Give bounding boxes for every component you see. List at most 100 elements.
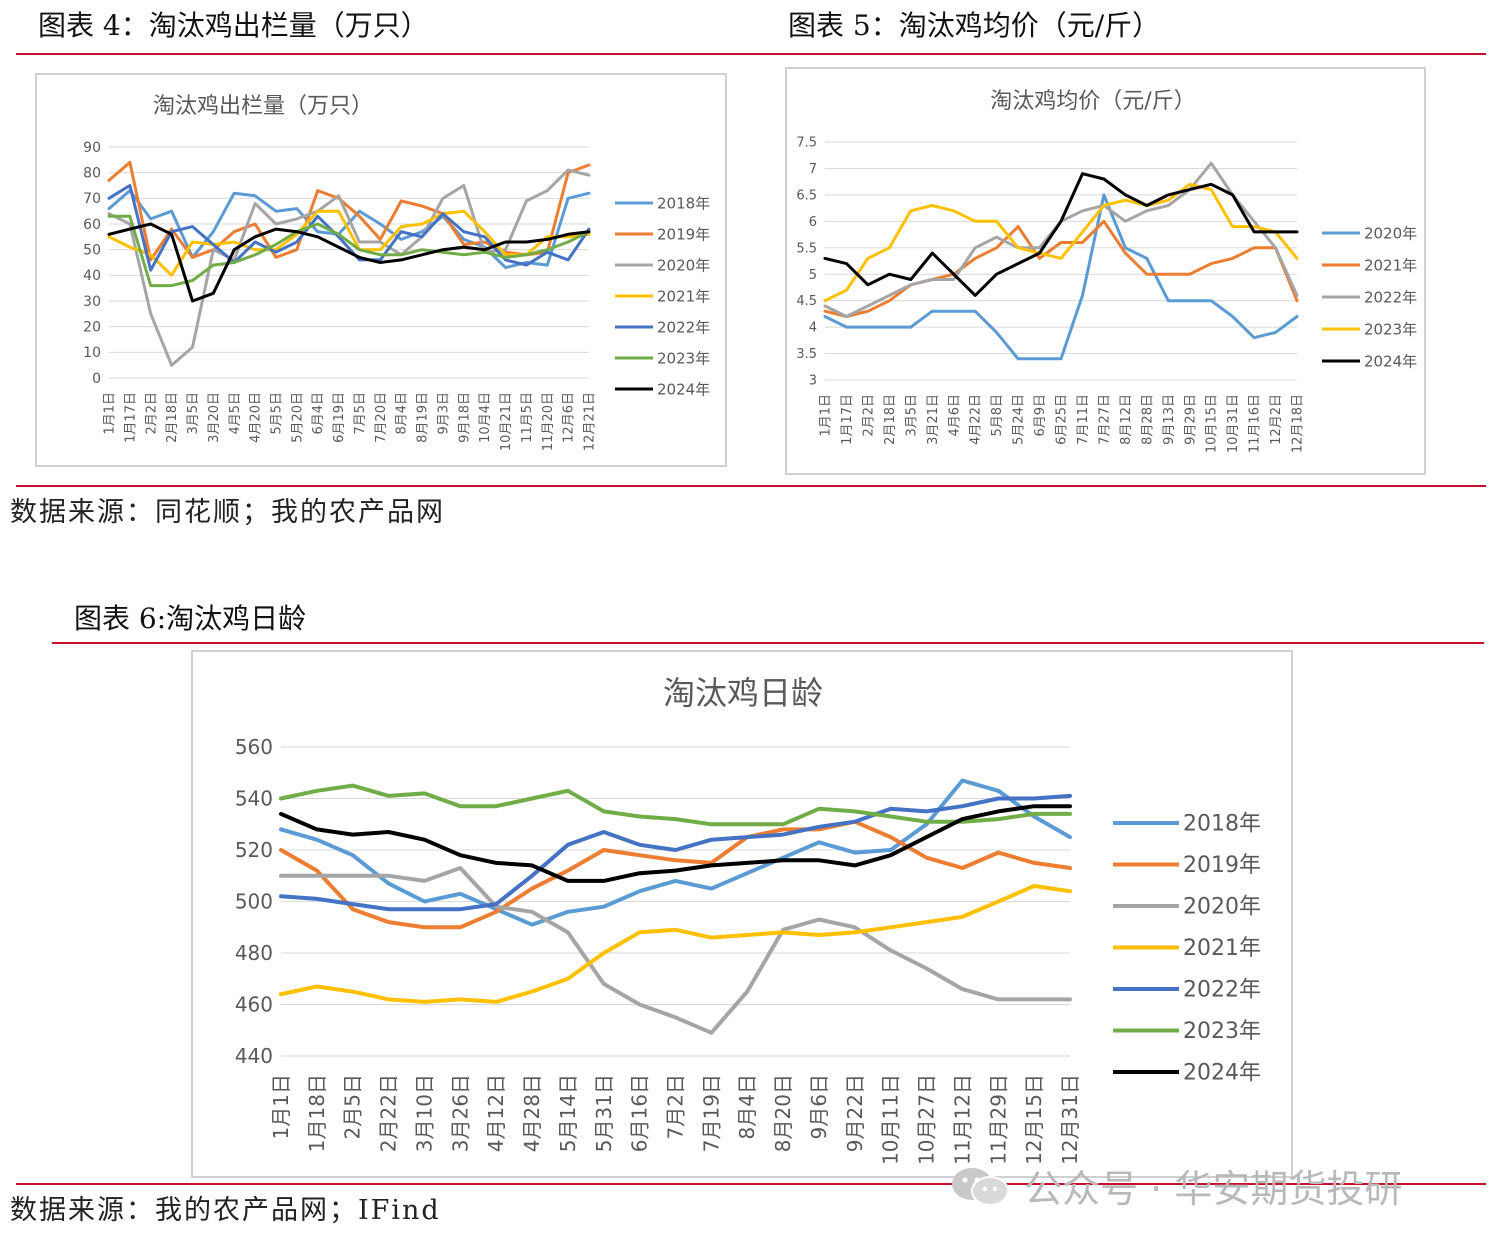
x-tick-label: 2月2日 — [861, 394, 876, 437]
x-tick-label: 3月5日 — [186, 392, 201, 435]
y-tick-label: 60 — [83, 217, 101, 233]
y-tick-label: 0 — [92, 371, 101, 387]
x-tick-label: 9月22日 — [843, 1074, 867, 1152]
x-tick-label: 6月19日 — [332, 392, 347, 443]
x-tick-label: 7月20日 — [374, 392, 389, 443]
y-tick-label: 4.5 — [796, 294, 817, 309]
source-rule-top — [16, 485, 1486, 487]
x-tick-label: 1月1日 — [269, 1074, 293, 1139]
legend-label: 2021年 — [657, 287, 710, 305]
x-tick-label: 1月1日 — [819, 394, 834, 437]
legend-label: 2020年 — [1364, 224, 1417, 242]
chart-title: 淘汰鸡日龄 — [663, 674, 823, 712]
y-tick-label: 3.5 — [796, 347, 817, 362]
x-tick-label: 12月6日 — [562, 392, 577, 443]
x-tick-label: 4月22日 — [969, 394, 984, 445]
watermark: 公众号 · 华安期货投研 — [950, 1158, 1402, 1213]
x-tick-label: 2月2日 — [144, 392, 159, 435]
header-rule-top — [16, 53, 1486, 55]
y-tick-label: 6 — [809, 215, 817, 230]
legend-label: 2022年 — [1183, 978, 1261, 1003]
x-tick-label: 8月19日 — [416, 392, 431, 443]
x-tick-label: 3月26日 — [448, 1074, 472, 1152]
x-tick-label: 10月4日 — [478, 392, 493, 443]
y-tick-label: 480 — [235, 941, 273, 965]
series-line — [279, 884, 1072, 1004]
legend-label: 2021年 — [1364, 256, 1417, 274]
x-tick-label: 9月6日 — [807, 1074, 831, 1139]
chart-title: 淘汰鸡出栏量（万只） — [153, 94, 373, 119]
x-tick-label: 3月5日 — [904, 394, 919, 437]
legend-label: 2018年 — [1183, 812, 1261, 837]
x-tick-label: 1月18日 — [305, 1074, 329, 1152]
legend-label: 2023年 — [1183, 1019, 1261, 1044]
y-tick-label: 6.5 — [796, 188, 817, 203]
y-tick-label: 3 — [809, 374, 817, 389]
figure-5-title: 图表 5：淘汰鸡均价（元/斤） — [788, 9, 1161, 42]
x-tick-label: 4月12日 — [484, 1074, 508, 1152]
legend-label: 2024年 — [1183, 1061, 1261, 1086]
y-tick-label: 520 — [235, 838, 273, 862]
x-tick-label: 10月15日 — [1205, 394, 1220, 453]
legend-label: 2023年 — [1364, 320, 1417, 338]
legend-label: 2022年 — [1364, 288, 1417, 306]
x-tick-label: 5月20日 — [290, 392, 305, 443]
y-tick-label: 20 — [83, 320, 101, 336]
figure-4-title: 图表 4：淘汰鸡出栏量（万只） — [38, 9, 429, 42]
series-line — [107, 214, 591, 288]
y-tick-label: 440 — [235, 1044, 273, 1068]
series-line — [823, 193, 1299, 361]
legend-label: 2020年 — [1183, 895, 1261, 920]
legend-label: 2022年 — [657, 318, 710, 336]
series-line — [823, 219, 1299, 318]
x-tick-label: 7月2日 — [664, 1074, 688, 1139]
legend-label: 2024年 — [657, 380, 710, 398]
series-line — [279, 783, 1072, 827]
x-tick-label: 5月14日 — [556, 1074, 580, 1152]
y-tick-label: 5.5 — [796, 241, 817, 256]
y-tick-label: 7.5 — [796, 136, 817, 151]
y-tick-label: 540 — [235, 787, 273, 811]
x-tick-label: 8月20日 — [771, 1074, 795, 1152]
series-line — [279, 866, 1072, 1035]
x-tick-label: 12月15日 — [1022, 1074, 1046, 1165]
x-tick-label: 7月19日 — [699, 1074, 723, 1152]
x-tick-label: 2月18日 — [165, 392, 180, 443]
y-tick-label: 90 — [83, 140, 101, 156]
series-line — [107, 184, 591, 272]
x-tick-label: 1月1日 — [103, 392, 118, 435]
x-tick-label: 10月31日 — [1226, 394, 1241, 453]
x-tick-label: 5月31日 — [592, 1074, 616, 1152]
x-tick-label: 11月12日 — [950, 1074, 974, 1165]
chart-4-svg: 淘汰鸡出栏量（万只） 0 10 20 30 40 50 60 70 80 90 1月1日 1月17日 2月… — [83, 94, 710, 451]
x-tick-label: 10月27日 — [915, 1074, 939, 1165]
x-tick-label: 5月5日 — [270, 392, 285, 435]
series-line — [823, 182, 1299, 303]
y-tick-label: 4 — [809, 321, 817, 336]
x-tick-label: 12月31日 — [1058, 1074, 1082, 1165]
x-tick-label: 11月5日 — [520, 392, 535, 443]
x-tick-label: 4月20日 — [249, 392, 264, 443]
x-tick-label: 11月20日 — [541, 392, 556, 451]
source-rule-bottom — [16, 1183, 1486, 1185]
x-tick-label: 6月16日 — [628, 1074, 652, 1152]
x-tick-label: 3月10日 — [412, 1074, 436, 1152]
chart-6-box: 淘汰鸡日龄 440 460 480 500 520 540 560 1月1日 1月18日 2月5日 2… — [191, 650, 1293, 1178]
x-tick-label: 6月4日 — [311, 392, 326, 435]
x-tick-label: 9月13日 — [1162, 394, 1177, 445]
x-tick-label: 8月12日 — [1119, 394, 1134, 445]
x-tick-label: 7月5日 — [353, 392, 368, 435]
figure-6-title: 图表 6:淘汰鸡日龄 — [74, 602, 307, 635]
series-line — [823, 161, 1299, 318]
x-tick-label: 2月5日 — [341, 1074, 365, 1139]
y-tick-label: 560 — [235, 735, 273, 759]
y-tick-label: 50 — [83, 243, 101, 259]
y-tick-label: 30 — [83, 294, 101, 310]
series-line — [823, 172, 1299, 297]
chart-title: 淘汰鸡均价（元/斤） — [990, 89, 1195, 114]
y-tick-label: 7 — [809, 162, 817, 177]
series-line — [107, 160, 591, 262]
x-tick-label: 1月17日 — [123, 392, 138, 443]
source-note-top: 数据来源：同花顺；我的农产品网 — [10, 497, 445, 528]
chart-6-svg: 淘汰鸡日龄 440 460 480 500 520 540 560 1月1日 1月18日 2月5日 2… — [235, 674, 1261, 1165]
